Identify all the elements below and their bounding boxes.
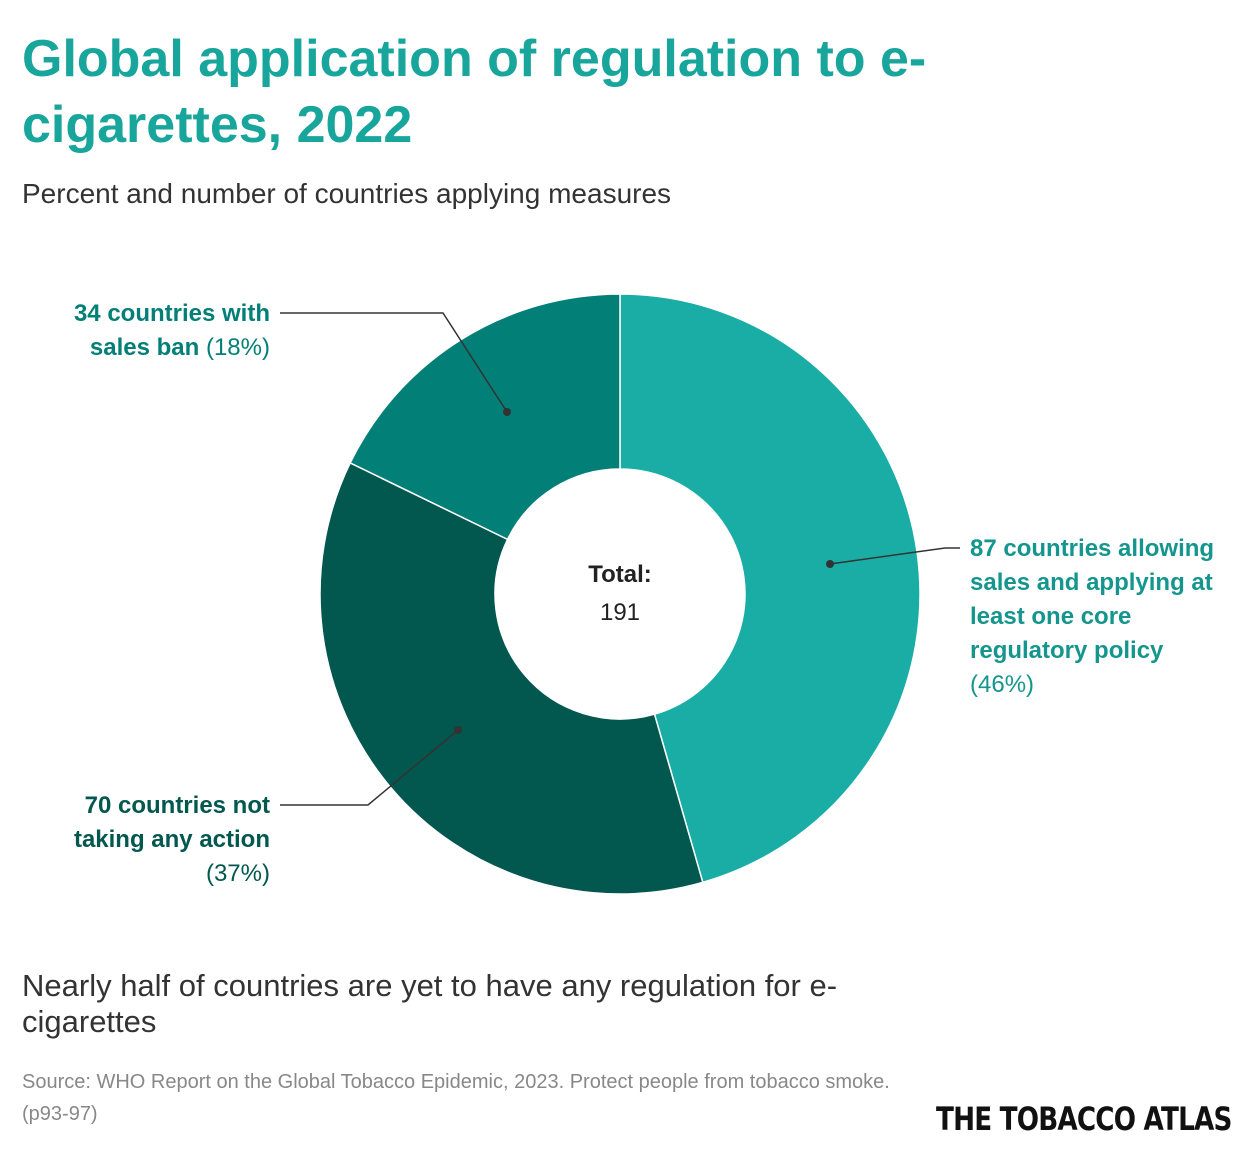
slice-percent: (18%) <box>205 334 270 361</box>
connector-dots <box>454 408 834 734</box>
slice-category: 34 countries with sales ban <box>73 300 270 361</box>
connectors <box>280 312 960 806</box>
slice-label: 70 countries not taking any action (37%) <box>20 789 270 891</box>
donut <box>319 293 921 895</box>
slice <box>349 293 621 541</box>
slice-category: 70 countries not taking any action <box>73 792 270 853</box>
connector-dot <box>503 408 511 416</box>
brand-logo: THE TOBACCO ATLAS <box>936 1100 1232 1138</box>
slice-percent: (37%) <box>205 860 270 887</box>
slice <box>319 461 704 895</box>
chart-subtitle: Percent and number of countries applying… <box>22 178 672 209</box>
source: Source: WHO Report on the Global Tobacco… <box>22 1071 890 1125</box>
chart-title: Global application of regulation to e-ci… <box>22 30 927 154</box>
connector-line <box>280 729 459 806</box>
slice-label: 34 countries with sales ban (18%) <box>20 297 270 365</box>
slice-category: 87 countries allowing sales and applying… <box>970 535 1215 664</box>
slice <box>619 293 921 884</box>
connector-line <box>280 312 508 413</box>
slice-percent: (46%) <box>970 671 1035 698</box>
center-total: 191 <box>600 599 640 626</box>
chart: Total: 191 <box>280 293 960 895</box>
center-label: Total: <box>588 561 652 588</box>
connector-dot <box>454 726 462 734</box>
connector-line <box>829 547 960 565</box>
connector-dot <box>826 560 834 568</box>
slice-label: 87 countries allowing sales and applying… <box>970 532 1225 702</box>
footnote: Nearly half of countries are yet to have… <box>22 968 838 1039</box>
